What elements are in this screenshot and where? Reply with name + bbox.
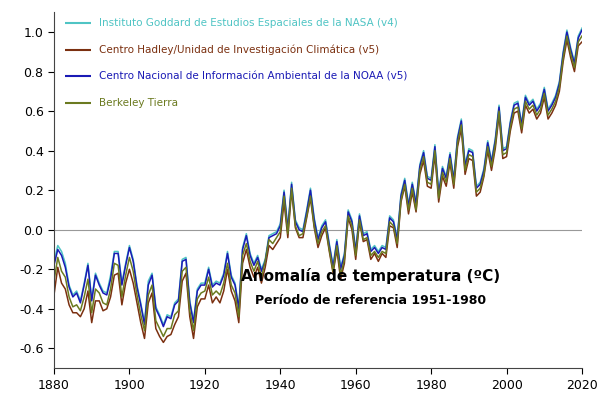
Text: Instituto Goddard de Estudios Espaciales de la NASA (v4): Instituto Goddard de Estudios Espaciales… <box>99 18 398 28</box>
Text: Centro Nacional de Información Ambiental de la NOAA (v5): Centro Nacional de Información Ambiental… <box>99 71 407 81</box>
Text: Centro Hadley/Unidad de Investigación Climática (v5): Centro Hadley/Unidad de Investigación Cl… <box>99 45 379 55</box>
Text: Anomalía de temperatura (ºC): Anomalía de temperatura (ºC) <box>241 267 500 283</box>
Text: Período de referencia 1951-1980: Período de referencia 1951-1980 <box>255 294 487 307</box>
Text: Berkeley Tierra: Berkeley Tierra <box>99 98 178 108</box>
